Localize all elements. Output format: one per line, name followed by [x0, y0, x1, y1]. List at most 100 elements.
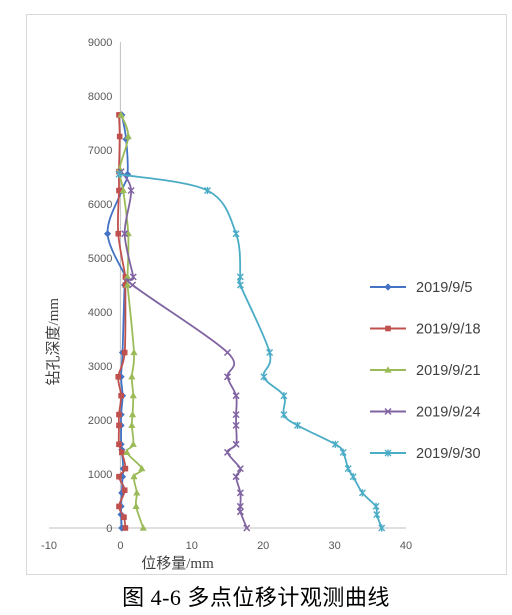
data-point: [129, 440, 137, 447]
data-point: [260, 373, 268, 381]
x-tick-label: -10: [41, 540, 57, 552]
legend-marker: [384, 407, 392, 416]
y-tick-label: 0: [106, 523, 112, 535]
data-point: [349, 473, 357, 481]
data-point: [115, 170, 123, 178]
data-point: [116, 441, 122, 448]
data-point: [128, 373, 136, 380]
data-point: [122, 465, 129, 472]
series-layer: [103, 111, 386, 532]
data-point: [339, 448, 347, 456]
data-point: [232, 473, 240, 481]
y-tick-label: 3000: [88, 361, 112, 373]
data-point: [123, 281, 132, 288]
series-line: [120, 171, 248, 529]
legend-item: 2019/9/5: [370, 280, 472, 296]
x-tick-labels: -10 0 10 20 30 40: [41, 540, 412, 552]
legend: 2019/9/5 2019/9/18 2019/9/21 2019/9/24 2019/…: [370, 280, 481, 462]
data-point: [344, 465, 352, 473]
x-tick-label: 20: [257, 540, 269, 552]
x-tick-label: 30: [328, 540, 340, 552]
data-point: [130, 472, 138, 480]
data-point: [123, 448, 131, 455]
data-point: [116, 422, 122, 429]
data-point: [236, 489, 244, 497]
legend-marker: [384, 283, 392, 291]
legend-marker: [385, 325, 391, 332]
data-point: [378, 524, 386, 532]
data-point: [127, 186, 135, 195]
data-point: [132, 502, 140, 509]
data-point: [223, 348, 232, 357]
data-point: [280, 392, 288, 400]
data-point: [243, 524, 251, 532]
data-point: [121, 230, 129, 238]
data-point: [293, 421, 301, 429]
data-point: [204, 186, 212, 195]
data-point: [133, 489, 141, 496]
data-point: [119, 186, 127, 194]
data-point: [232, 411, 240, 419]
data-point: [103, 230, 112, 238]
data-point: [116, 165, 124, 172]
data-point: [358, 489, 366, 497]
data-point: [128, 410, 137, 418]
data-point: [116, 473, 122, 480]
series-line: [118, 173, 383, 529]
y-tick-labels: 0 1000 2000 3000 4000 5000 6000 7000 8000 9000: [88, 37, 112, 535]
data-point: [280, 411, 288, 419]
legend-marker: [384, 449, 392, 457]
legend-item: 2019/9/18: [370, 322, 481, 338]
data-point: [119, 449, 125, 456]
data-point: [115, 374, 122, 380]
data-point: [236, 465, 244, 473]
legend-label: 2019/9/5: [416, 280, 472, 296]
data-point: [232, 392, 240, 400]
y-tick-label: 6000: [88, 199, 112, 211]
data-point: [138, 464, 146, 472]
data-point: [139, 524, 147, 531]
data-point: [121, 514, 127, 520]
data-point: [129, 391, 137, 399]
legend-marker: [384, 366, 392, 373]
data-point: [236, 281, 244, 289]
chart-frame: [26, 14, 507, 575]
data-point: [116, 187, 122, 194]
data-point: [124, 132, 132, 140]
data-point: [116, 411, 122, 418]
data-point: [373, 510, 381, 519]
data-point: [236, 508, 244, 516]
y-tick-label: 7000: [88, 145, 112, 157]
data-point: [115, 230, 122, 237]
data-point: [118, 392, 124, 399]
data-point: [331, 440, 339, 448]
figure-caption: 图 4-6 多点位移计观测曲线: [122, 585, 390, 610]
data-point: [372, 502, 380, 510]
x-axis-title: 位移量/mm: [141, 555, 214, 572]
data-point: [116, 503, 122, 510]
data-point: [129, 273, 137, 281]
legend-label: 2019/9/21: [416, 363, 481, 379]
axes: [49, 42, 406, 529]
legend-label: 2019/9/18: [416, 322, 481, 338]
legend-label: 2019/9/30: [416, 446, 481, 462]
legend-item: 2019/9/21: [370, 363, 481, 379]
y-tick-label: 2000: [88, 415, 112, 427]
y-axis-title: 钻孔深度/mm: [45, 298, 62, 386]
y-tick-label: 1000: [88, 469, 112, 481]
data-point: [122, 525, 129, 531]
data-point: [122, 274, 129, 280]
series-5: [115, 170, 386, 532]
data-point: [128, 421, 136, 428]
y-tick-label: 8000: [88, 91, 112, 103]
data-point: [123, 273, 132, 280]
y-tick-label: 9000: [88, 37, 112, 49]
x-tick-label: 10: [186, 540, 198, 552]
legend-item: 2019/9/24: [370, 405, 481, 421]
data-point: [232, 421, 240, 429]
data-point: [116, 112, 122, 118]
y-tick-label: 4000: [88, 307, 112, 319]
series-2: [115, 112, 129, 531]
data-point: [223, 373, 232, 381]
series-4: [117, 168, 251, 532]
